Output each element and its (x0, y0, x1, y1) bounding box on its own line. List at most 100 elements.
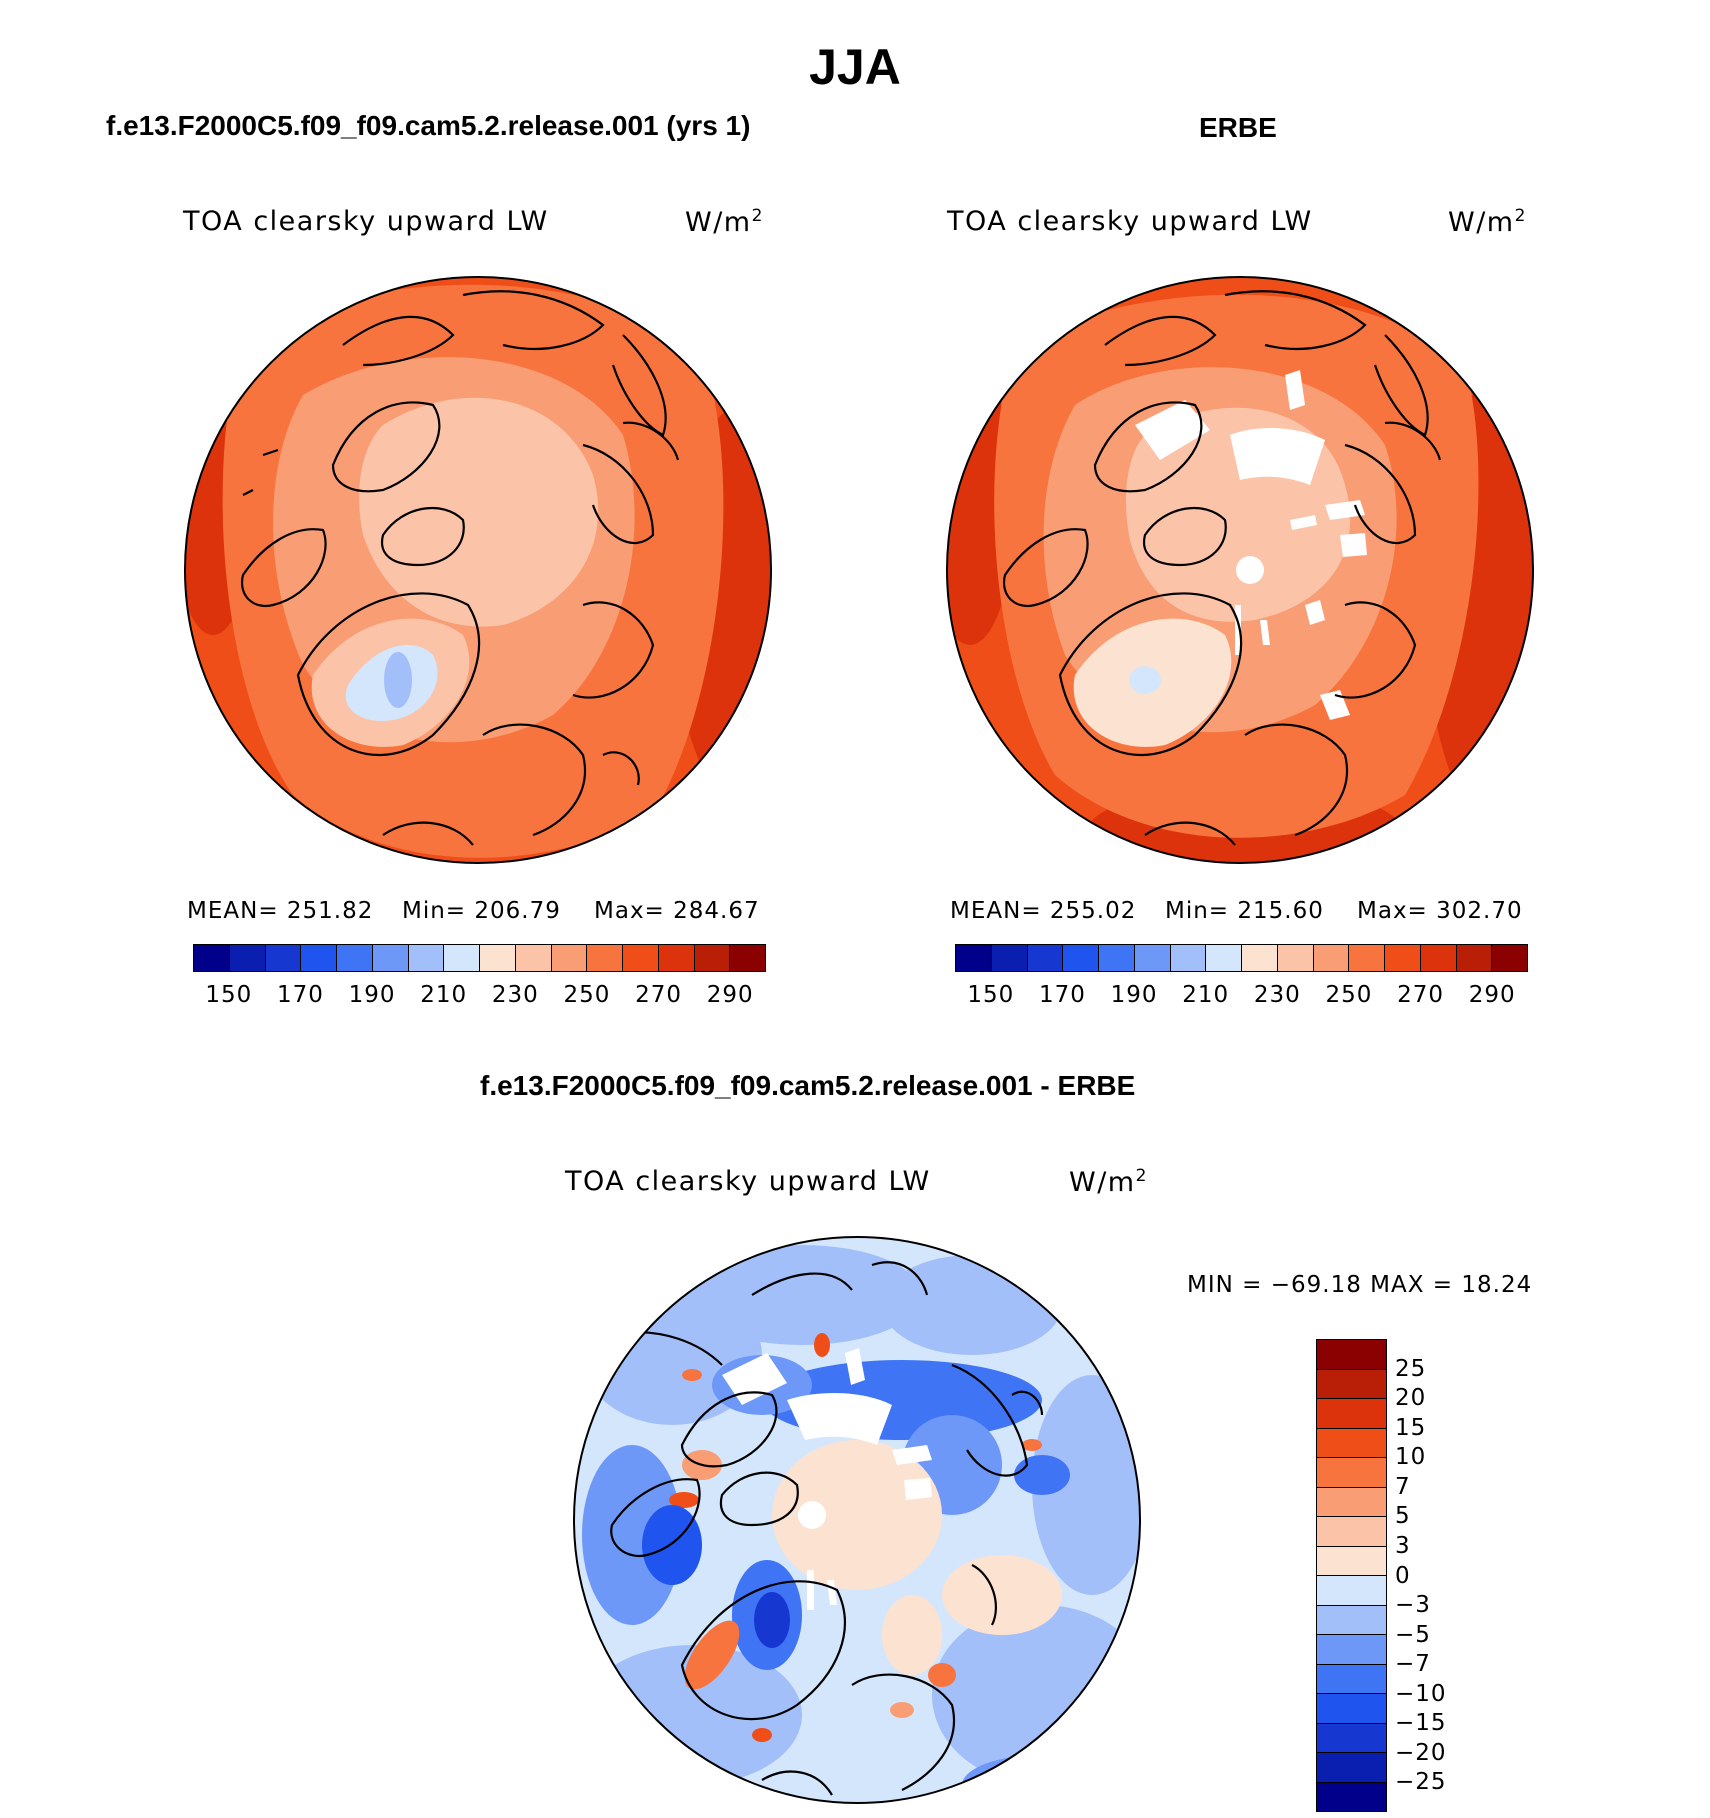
obs-case-title: ERBE (1199, 112, 1277, 143)
diff-colorbar-tick: 0 (1395, 1562, 1411, 1589)
obs-field-label: TOA clearsky upward LW (947, 206, 1313, 237)
obs-min: Min= 215.60 (1165, 898, 1324, 924)
diff-colorbar-box (1317, 1635, 1386, 1665)
model-colorbar-box (694, 945, 731, 971)
model-colorbar-tick: 230 (491, 982, 539, 1008)
obs-colorbar-box (1134, 945, 1171, 971)
obs-colorbar-box (991, 945, 1028, 971)
model-colorbar-tick: 210 (420, 982, 468, 1008)
model-colorbar-tick: 290 (706, 982, 754, 1008)
obs-colorbar-tick: 150 (967, 982, 1015, 1008)
diff-colorbar-box (1317, 1753, 1386, 1783)
diff-colorbar-tick: 10 (1395, 1444, 1427, 1471)
diff-colorbar-box (1317, 1428, 1386, 1458)
model-units-sup: 2 (751, 206, 764, 226)
obs-colorbar-box (1170, 945, 1207, 971)
obs-colorbar-tick: 270 (1397, 982, 1445, 1008)
obs-colorbar-box (1349, 945, 1385, 971)
diff-colorbar-tick: −25 (1395, 1769, 1447, 1796)
diff-colorbar-tick: 5 (1395, 1503, 1411, 1530)
diff-colorbar-box (1317, 1664, 1386, 1694)
diff-colorbar-tick: −20 (1395, 1739, 1447, 1766)
obs-colorbar-box (1313, 945, 1350, 971)
diff-colorbar-box (1317, 1782, 1386, 1811)
obs-units: W/m2 (1448, 206, 1527, 238)
diff-colorbar-box (1317, 1517, 1386, 1547)
diff-colorbar-tick: −10 (1395, 1680, 1447, 1707)
diff-colorbar-box (1317, 1694, 1386, 1724)
model-colorbar-tick: 150 (205, 982, 253, 1008)
obs-colorbar-tick: 250 (1325, 982, 1373, 1008)
diff-colorbar-tick: 25 (1395, 1355, 1427, 1382)
model-colorbar-box (229, 945, 266, 971)
model-colorbar-box (587, 945, 623, 971)
model-units: W/m2 (685, 206, 764, 238)
diff-minmax: MIN = −69.18 MAX = 18.24 (1187, 1272, 1533, 1298)
diff-colorbar-box (1317, 1723, 1386, 1753)
model-mean: MEAN= 251.82 (187, 898, 374, 924)
obs-mean: MEAN= 255.02 (950, 898, 1137, 924)
obs-colorbar-tick: 290 (1468, 982, 1516, 1008)
model-min: Min= 206.79 (402, 898, 561, 924)
diff-colorbar-tick: −15 (1395, 1710, 1447, 1737)
obs-colorbar-tick: 190 (1110, 982, 1158, 1008)
model-colorbar-tick: 190 (348, 982, 396, 1008)
diff-colorbar-tick: −5 (1395, 1621, 1431, 1648)
model-colorbar-box (194, 945, 230, 971)
diff-colorbar-tick: 7 (1395, 1473, 1411, 1500)
diff-colorbar-box (1317, 1487, 1386, 1517)
model-colorbar-box (623, 945, 659, 971)
obs-colorbar-tick: 210 (1182, 982, 1230, 1008)
obs-colorbar-box (1420, 945, 1457, 971)
diff-colorbar-box (1317, 1576, 1386, 1606)
obs-units-sup: 2 (1514, 206, 1527, 226)
obs-colorbar-box (1385, 945, 1421, 971)
diff-colorbar-tick: 15 (1395, 1414, 1427, 1441)
model-polar-map (184, 276, 772, 864)
obs-units-text: W/m (1448, 207, 1515, 238)
obs-colorbar-ticks: 150 170 190 210 230 250 270 290 (955, 982, 1528, 1012)
diff-colorbar-box (1317, 1340, 1386, 1370)
diff-colorbar (1316, 1339, 1387, 1812)
diff-colorbar-ticks: 25 20 15 10 7 5 3 0 −3 −5 −7 −10 −15 −20 −25 (1395, 1339, 1515, 1812)
model-colorbar-tick: 250 (563, 982, 611, 1008)
model-colorbar-box (301, 945, 337, 971)
diff-colorbar-tick: −7 (1395, 1651, 1431, 1678)
obs-colorbar-box (1492, 945, 1527, 971)
diff-colorbar-box (1317, 1605, 1386, 1635)
model-colorbar-box (658, 945, 695, 971)
diff-units: W/m2 (1069, 1166, 1148, 1198)
obs-colorbar-box (1099, 945, 1135, 971)
model-colorbar-tick: 170 (276, 982, 324, 1008)
diff-colorbar-box (1317, 1369, 1386, 1399)
main-title: JJA (809, 39, 901, 95)
model-colorbar-box (265, 945, 302, 971)
obs-colorbar-box (956, 945, 992, 971)
diff-case-title: f.e13.F2000C5.f09_f09.cam5.2.release.001… (480, 1070, 1136, 1101)
diff-units-sup: 2 (1135, 1166, 1148, 1186)
obs-max: Max= 302.70 (1357, 898, 1523, 924)
obs-colorbar-box (1277, 945, 1314, 971)
obs-colorbar-tick: 170 (1038, 982, 1086, 1008)
obs-colorbar-box (1063, 945, 1099, 971)
diff-field-label: TOA clearsky upward LW (565, 1166, 931, 1197)
model-colorbar-box (730, 945, 765, 971)
diff-polar-map (573, 1236, 1141, 1804)
model-max: Max= 284.67 (594, 898, 760, 924)
model-colorbar-box (372, 945, 409, 971)
model-colorbar-box (337, 945, 373, 971)
obs-colorbar-box (1456, 945, 1493, 971)
model-colorbar-ticks: 150 170 190 210 230 250 270 290 (193, 982, 766, 1012)
obs-polar-map (946, 276, 1534, 864)
diff-colorbar-box (1317, 1458, 1386, 1488)
model-case-title: f.e13.F2000C5.f09_f09.cam5.2.release.001… (106, 110, 751, 141)
diff-colorbar-box (1317, 1399, 1386, 1429)
model-colorbar-box (480, 945, 516, 971)
model-colorbar-box (408, 945, 445, 971)
model-colorbar (193, 944, 766, 972)
obs-colorbar (955, 944, 1528, 972)
obs-colorbar-box (1206, 945, 1242, 971)
diff-colorbar-tick: 3 (1395, 1532, 1411, 1559)
diff-colorbar-tick: −3 (1395, 1592, 1431, 1619)
obs-colorbar-tick: 230 (1253, 982, 1301, 1008)
